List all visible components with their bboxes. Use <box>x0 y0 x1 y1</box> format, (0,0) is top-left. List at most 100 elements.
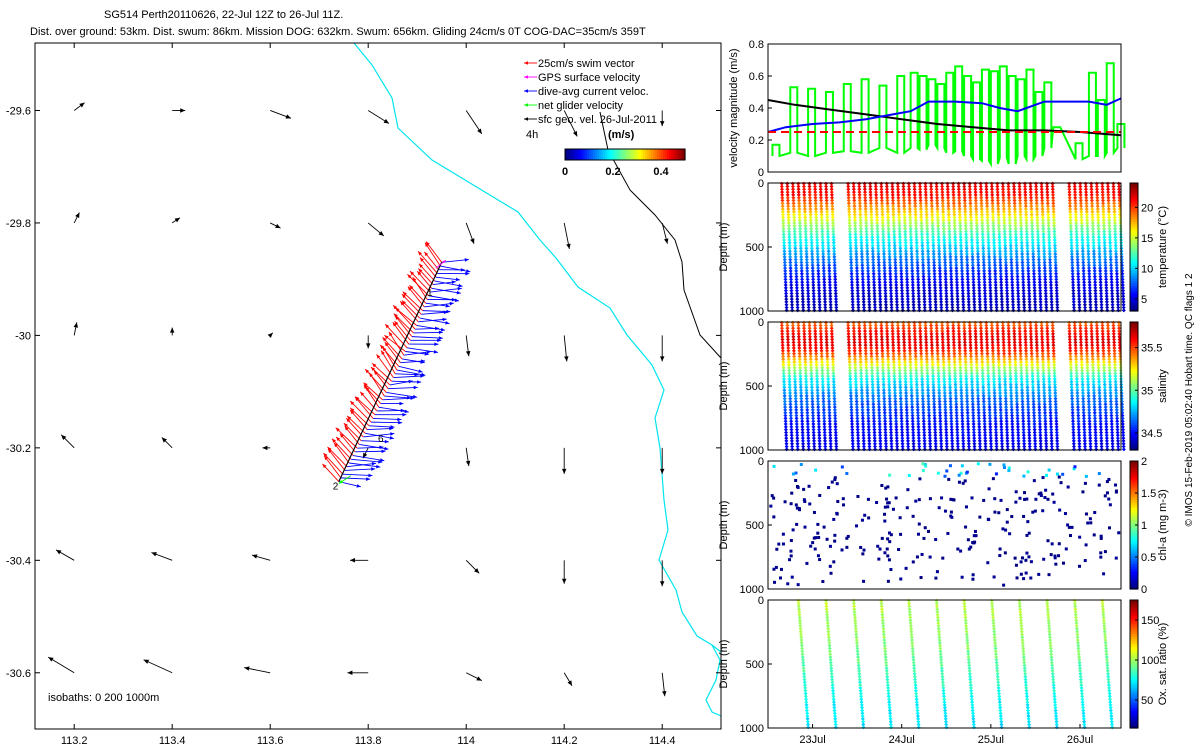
geo-velocity-arrow <box>659 560 665 587</box>
legend-colorbar-cell <box>629 149 632 160</box>
swim-vector <box>388 331 405 356</box>
geo-velocity-arrow <box>347 670 369 676</box>
temperature-point <box>814 226 819 231</box>
temperature-point <box>799 271 804 276</box>
dac-vector-shaft <box>421 311 448 315</box>
dac-vector-head <box>368 473 373 478</box>
dac-vector-head <box>389 436 394 440</box>
dac-vector-head <box>434 342 439 347</box>
temperature-point <box>792 229 797 234</box>
swim-vector-shaft <box>394 315 413 337</box>
swim-vector-shaft <box>392 321 410 345</box>
swim-vector <box>335 436 354 456</box>
swim-vector-head <box>336 436 341 442</box>
legend-colorbar-cell <box>669 149 672 160</box>
swim-vector-shaft <box>370 366 391 386</box>
swim-vector-head <box>347 415 352 421</box>
legend-colorbar-cell <box>633 149 636 160</box>
legend-colorbar-cell <box>631 149 634 160</box>
swim-vector-head <box>420 257 424 262</box>
dac-vector-shaft <box>353 455 385 462</box>
dac-vector-shaft <box>351 458 383 463</box>
temperature-point <box>791 195 796 200</box>
swim-vector-shaft <box>425 241 443 263</box>
swim-vector-shaft <box>343 422 362 442</box>
dac-vector-shaft <box>342 473 373 477</box>
dac-vector-head <box>456 290 461 295</box>
swim-vector <box>407 273 430 297</box>
geo-velocity-arrow-head <box>79 102 85 108</box>
temperature-point <box>804 240 809 245</box>
legend-colorbar-cell <box>667 149 670 160</box>
swim-vector-head <box>339 433 344 438</box>
swim-vector-shaft <box>359 391 378 412</box>
swim-vector <box>363 382 383 401</box>
legend-label: dive-avg current veloc. <box>538 86 649 98</box>
dac-vector-head <box>438 336 443 340</box>
legend-colorbar-cell <box>601 149 604 160</box>
swim-vector-head <box>363 382 368 387</box>
geo-velocity-arrow-head <box>61 434 67 440</box>
dac-vector-head <box>406 395 412 400</box>
swim-vector-head <box>331 438 337 443</box>
swim-vector-head <box>426 241 430 246</box>
geo-velocity-arrow-head <box>465 460 471 467</box>
swim-vector-head <box>409 285 414 290</box>
legend-label: GPS surface velocity <box>538 72 641 84</box>
temperature-point <box>814 229 819 234</box>
dac-vector-head <box>437 338 442 343</box>
geo-velocity-arrow-shaft <box>47 656 75 674</box>
dac-vector-shaft <box>407 347 439 353</box>
dac-vector-shaft <box>384 395 412 399</box>
geo-velocity-arrow-head <box>465 350 471 357</box>
temperature-point <box>782 252 787 257</box>
coastline <box>353 42 722 653</box>
dac-vector-shaft <box>434 280 463 287</box>
swim-vector-head <box>384 342 389 347</box>
dac-vector-shaft <box>441 259 469 263</box>
swim-vector-shaft <box>407 273 430 297</box>
dac-vector-head <box>420 374 425 378</box>
swim-vector <box>333 442 350 464</box>
dac-vector-shaft <box>359 443 389 450</box>
geo-velocity-arrow <box>60 434 75 449</box>
legend-arrow <box>524 89 537 93</box>
swim-vector <box>373 370 389 389</box>
geo-velocity-arrow <box>561 447 567 474</box>
dac-vector-shaft <box>373 417 402 421</box>
legend-colorbar-cell <box>665 149 668 160</box>
dac-vector <box>375 412 407 417</box>
geo-velocity-arrow <box>151 552 173 561</box>
dac-vector <box>378 406 409 414</box>
geo-velocity-arrow <box>270 110 292 119</box>
dac-vector-shaft <box>378 406 409 413</box>
geo-velocity-arrow <box>169 327 175 336</box>
geo-velocity-arrow <box>161 437 173 449</box>
geo-velocity-arrow-head <box>659 121 665 127</box>
legend-label: sfc geo. vel. 26-Jul-2011 <box>538 114 657 126</box>
velocity-ytick-label: 0.8 <box>749 39 764 51</box>
legend-colorbar-cell <box>581 149 584 160</box>
geo-velocity-arrow-head <box>75 212 80 219</box>
swim-vector-head <box>388 331 393 337</box>
swim-vector-shaft <box>327 448 346 471</box>
legend-arrow <box>524 117 537 121</box>
temperature-point <box>797 212 802 217</box>
temperature-point <box>779 184 784 189</box>
geo-velocity-arrow-head <box>659 581 665 587</box>
swim-vector-shaft <box>345 417 364 438</box>
swim-vector <box>379 344 400 367</box>
swim-vector <box>327 446 348 468</box>
legend-arrow <box>524 75 537 79</box>
temperature-point <box>792 221 797 226</box>
temperature-point <box>815 249 820 254</box>
legend-item: dive-avg current veloc. <box>524 86 649 98</box>
geo-velocity-arrow-head <box>378 231 384 236</box>
track-label: 2 <box>333 482 339 493</box>
swim-vector-head <box>365 369 370 374</box>
legend-colorbar-cell <box>567 149 570 160</box>
swim-vector <box>349 400 372 423</box>
swim-vector-shaft <box>384 341 401 363</box>
geo-velocity-arrow <box>171 217 181 224</box>
